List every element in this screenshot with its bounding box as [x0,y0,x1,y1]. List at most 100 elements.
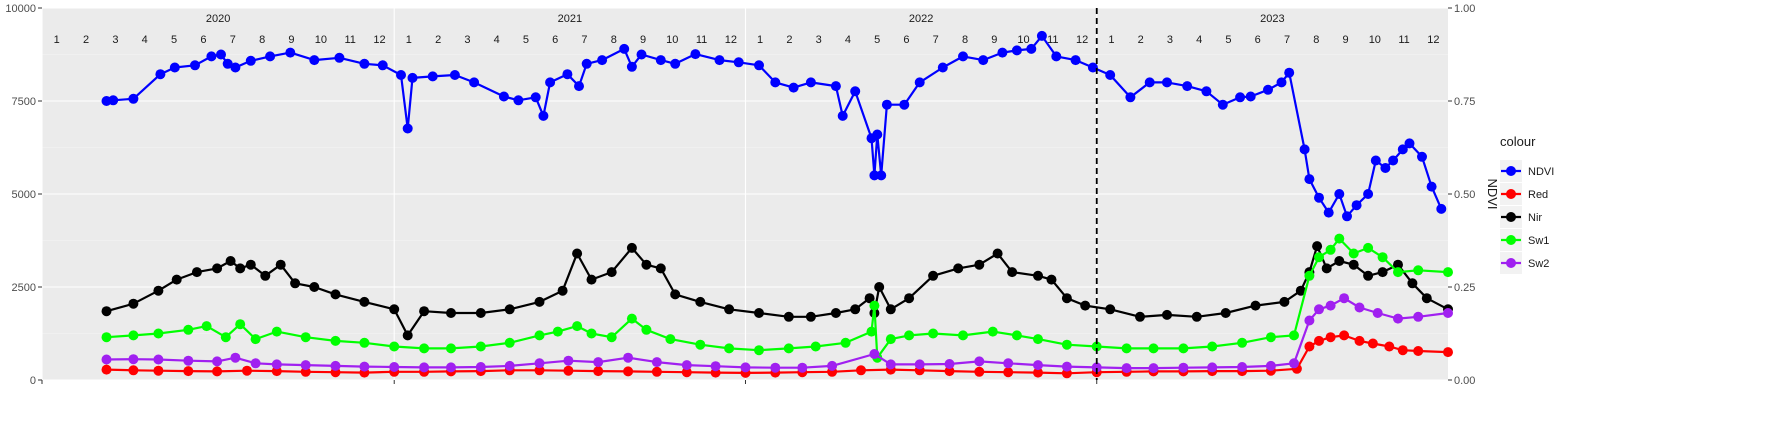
data-point [1105,70,1116,80]
data-point [641,324,652,335]
data-point [1372,308,1383,318]
data-point [545,77,556,88]
data-point [837,110,848,121]
data-point [1421,293,1432,304]
data-point [724,304,735,315]
data-point [1026,43,1037,54]
data-point [1144,77,1155,88]
data-point [885,359,896,370]
month-label: 2 [786,34,792,46]
data-point [1245,91,1256,102]
data-point [1125,92,1136,103]
series-line [106,245,1449,337]
data-point [1339,330,1350,341]
data-point [1061,339,1072,350]
data-point [271,326,282,337]
data-point [574,81,584,92]
data-point [300,360,311,371]
data-point [810,341,821,352]
data-point [874,282,885,292]
data-point [1325,244,1336,255]
data-point [885,304,896,315]
month-label: 10 [1369,34,1381,46]
year-label: 2020 [206,13,230,25]
data-point [1325,332,1336,343]
data-point [1312,241,1323,252]
data-point [1220,308,1231,318]
data-point [733,57,744,68]
legend-key-point [1506,235,1516,245]
legend: colour NDVI Red Nir Sw1 Sw2 [1500,134,1554,274]
data-point [245,259,256,270]
month-label: 1 [406,34,412,46]
data-point [714,55,725,66]
series-line [106,237,1449,359]
data-point [419,343,430,354]
month-label: 3 [1167,34,1173,46]
data-point [869,300,880,311]
data-point [885,334,896,345]
data-point [475,308,486,318]
data-point [1007,267,1018,278]
data-point [330,289,341,300]
data-point [552,326,563,337]
data-point [1377,252,1388,263]
legend-key-point [1506,166,1516,176]
data-point [974,366,985,377]
legend-key-point [1506,258,1516,268]
data-point [636,49,647,60]
month-label: 1 [757,34,763,46]
data-point [1178,362,1189,373]
data-point [153,365,164,376]
legend-item: Red [1500,183,1548,205]
data-point [1363,270,1374,281]
data-point [864,293,875,304]
data-point [655,55,666,66]
month-label: 12 [373,34,385,46]
data-point [475,362,486,372]
data-point [245,55,256,66]
data-point [1061,361,1072,372]
month-label: 1 [1108,34,1114,46]
y-tick-label: 2500 [12,282,36,294]
data-point [593,357,604,368]
data-point [153,285,164,296]
month-label: 4 [845,34,851,46]
series-line [106,297,1449,370]
data-point [1295,285,1306,296]
data-point [1370,155,1381,166]
data-point [856,365,866,376]
month-label: 11 [1398,34,1409,46]
data-point [623,366,634,377]
data-point [1304,341,1315,352]
series-ndvi [101,30,1447,222]
data-point [1162,77,1172,88]
data-point [407,72,418,83]
data-point [1426,181,1437,192]
data-point [275,259,286,270]
data-point [1121,363,1132,374]
data-point [1407,278,1418,289]
data-point [872,129,883,140]
data-point [1135,311,1145,322]
data-point [850,304,861,315]
data-point [1217,99,1228,110]
data-point [216,49,226,60]
year-label: 2022 [909,13,933,25]
data-point [1384,341,1395,352]
data-point [1033,270,1043,281]
legend-title: colour [1500,134,1536,149]
month-label: 6 [1255,34,1261,46]
data-point [1404,138,1415,149]
data-point [914,359,925,370]
data-point [1148,343,1159,354]
data-point [290,278,301,289]
data-point [563,365,574,376]
legend-item: Sw1 [1500,229,1549,251]
data-point [402,123,413,134]
data-point [1314,192,1324,203]
data-point [201,321,212,332]
data-point [695,339,706,350]
data-point [330,335,341,346]
